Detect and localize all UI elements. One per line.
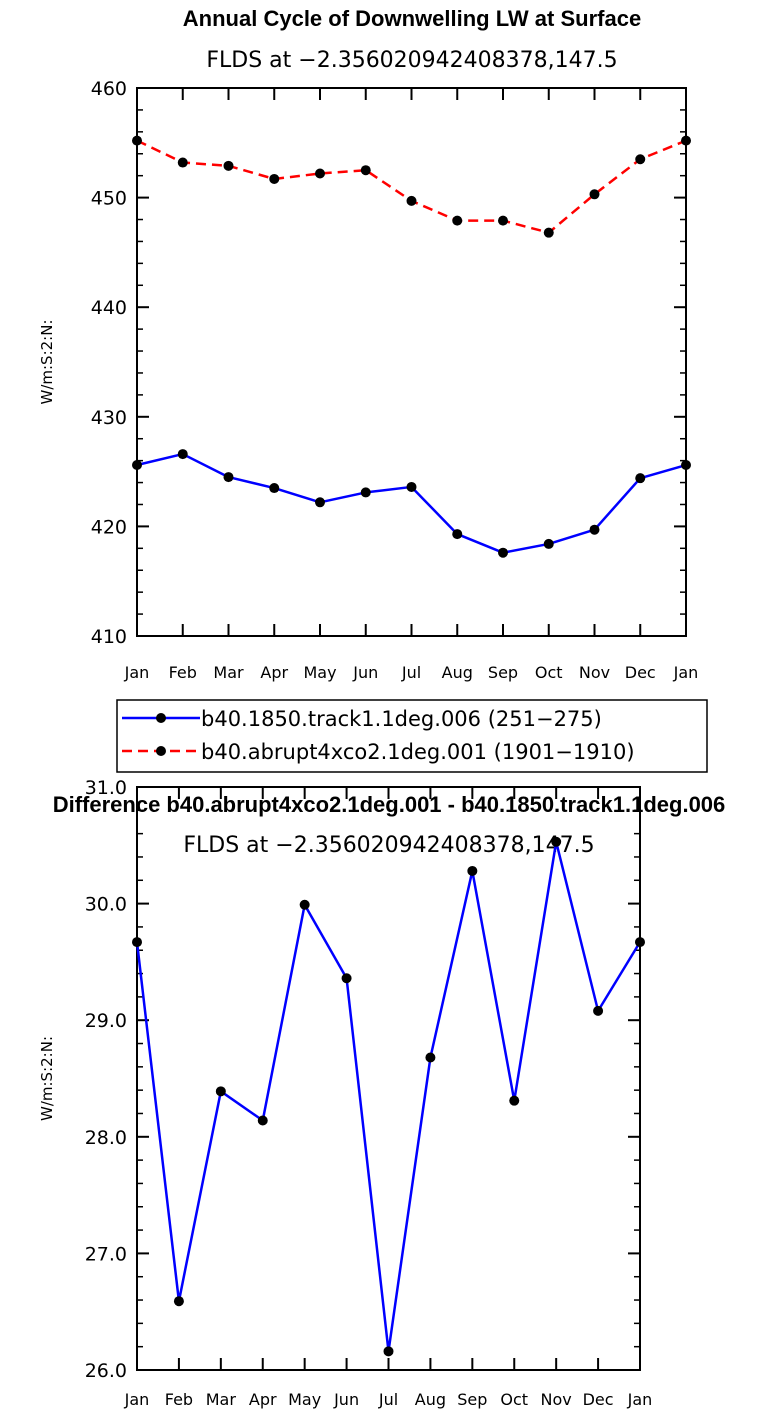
- x-tick-label: Feb: [169, 663, 197, 682]
- data-point: [360, 165, 371, 176]
- x-tick-label: Jun: [333, 1390, 359, 1409]
- chart-title: Annual Cycle of Downwelling LW at Surfac…: [183, 6, 641, 31]
- x-tick-label: Feb: [165, 1390, 193, 1409]
- x-tick-label: Sep: [488, 663, 518, 682]
- y-tick-label: 460: [91, 78, 127, 100]
- x-tick-label: Jul: [401, 663, 421, 682]
- x-tick-label: Sep: [457, 1390, 487, 1409]
- y-tick-label: 28.0: [85, 1127, 127, 1149]
- chart-1: Annual Cycle of Downwelling LW at Surfac…: [38, 6, 708, 773]
- chart-2: Difference b40.abrupt4xco2.1deg.001 - b4…: [38, 777, 725, 1409]
- legend-marker: [156, 746, 166, 756]
- data-point: [589, 524, 600, 535]
- data-point: [467, 865, 478, 876]
- series-line-2: [136, 139, 687, 234]
- data-point: [425, 1052, 436, 1063]
- series-line-1: [136, 452, 687, 554]
- legend-box: [116, 699, 708, 773]
- data-point: [315, 168, 325, 179]
- data-point: [681, 135, 691, 146]
- data-point: [341, 973, 352, 984]
- x-tick-label: Jun: [352, 663, 378, 682]
- plot-frame: [136, 87, 687, 637]
- data-point: [635, 473, 646, 484]
- y-tick-label: 30.0: [85, 894, 127, 916]
- x-tick-label: Jan: [673, 663, 699, 682]
- y-tick-label: 440: [91, 297, 127, 319]
- data-point: [215, 1086, 226, 1097]
- y-tick-label: 29.0: [85, 1010, 127, 1032]
- data-point: [177, 157, 188, 168]
- x-tick-label: Dec: [583, 1390, 614, 1409]
- y-tick-label: 420: [91, 516, 127, 538]
- x-tick-label: May: [288, 1390, 321, 1409]
- data-point: [132, 937, 142, 948]
- data-point: [299, 899, 310, 910]
- x-tick-label: Jan: [124, 1390, 150, 1409]
- x-tick-label: Oct: [500, 1390, 528, 1409]
- x-tick-label: Apr: [249, 1390, 277, 1409]
- y-tick-label: 31.0: [85, 777, 127, 799]
- data-point: [543, 227, 554, 238]
- data-point: [681, 460, 691, 471]
- data-point: [315, 497, 325, 508]
- y-axis-label: W/m:S:2:N:: [38, 320, 56, 405]
- data-point: [509, 1095, 520, 1106]
- x-tick-label: Oct: [535, 663, 563, 682]
- data-point: [593, 1005, 604, 1016]
- x-tick-label: Apr: [260, 663, 288, 682]
- y-tick-label: 27.0: [85, 1243, 127, 1265]
- x-tick-label: Jan: [124, 663, 150, 682]
- x-tick-label: Jul: [378, 1390, 398, 1409]
- data-point: [360, 487, 371, 498]
- x-tick-label: Mar: [213, 663, 244, 682]
- data-point: [406, 195, 417, 206]
- x-tick-label: Aug: [442, 663, 473, 682]
- legend-label: b40.abrupt4xco2.1deg.001 (1901−1910): [201, 740, 635, 764]
- data-point: [223, 472, 234, 483]
- data-point: [498, 547, 508, 558]
- data-point: [589, 189, 600, 200]
- data-point: [543, 538, 554, 549]
- data-point: [132, 135, 142, 146]
- data-point: [635, 154, 646, 165]
- y-axis-label: W/m:S:2:N:: [38, 1036, 56, 1121]
- y-tick-label: 410: [91, 626, 127, 648]
- x-tick-label: Aug: [415, 1390, 446, 1409]
- data-point: [177, 449, 188, 460]
- data-point: [452, 529, 463, 540]
- chart-subtitle: FLDS at −2.356020942408378,147.5: [183, 833, 594, 858]
- data-point: [173, 1296, 184, 1307]
- chart-subtitle: FLDS at −2.356020942408378,147.5: [206, 48, 617, 73]
- x-tick-label: Nov: [541, 1390, 572, 1409]
- x-tick-label: Nov: [579, 663, 610, 682]
- data-point: [132, 460, 142, 471]
- legend-label: b40.1850.track1.1deg.006 (251−275): [201, 707, 602, 731]
- data-point: [257, 1115, 268, 1126]
- x-tick-label: May: [303, 663, 336, 682]
- data-point: [223, 160, 234, 171]
- data-point: [452, 215, 463, 226]
- x-tick-label: Dec: [625, 663, 656, 682]
- y-tick-label: 450: [91, 188, 127, 210]
- data-point: [406, 481, 417, 492]
- data-point: [383, 1346, 394, 1357]
- y-tick-label: 430: [91, 407, 127, 429]
- data-point: [498, 215, 508, 226]
- data-point: [551, 836, 562, 847]
- data-point: [269, 483, 280, 494]
- data-point: [635, 937, 645, 948]
- legend-marker: [156, 713, 166, 723]
- data-point: [269, 173, 280, 184]
- series-line-1: [135, 840, 642, 1353]
- x-tick-label: Mar: [206, 1390, 237, 1409]
- y-tick-label: 26.0: [85, 1360, 127, 1382]
- x-tick-label: Jan: [627, 1390, 653, 1409]
